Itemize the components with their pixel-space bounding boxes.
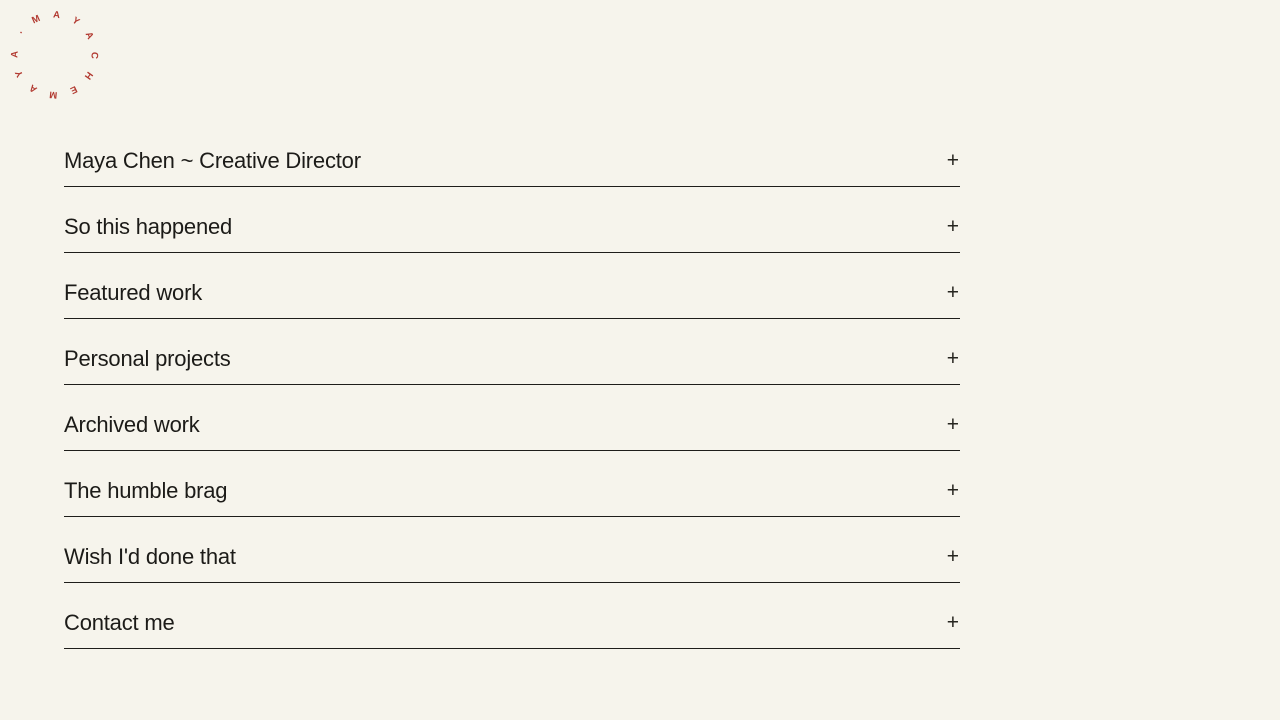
- accordion-item-wish-id-done-that[interactable]: Wish I'd done that +: [64, 517, 960, 583]
- accordion-menu: Maya Chen ~ Creative Director + So this …: [64, 121, 960, 649]
- accordion-item-so-this-happened[interactable]: So this happened +: [64, 187, 960, 253]
- accordion-item-label: Featured work: [64, 279, 203, 305]
- accordion-item-label: Contact me: [64, 609, 175, 635]
- accordion-item-label: Wish I'd done that: [64, 543, 236, 569]
- accordion-item-label: Maya Chen ~ Creative Director: [64, 147, 361, 173]
- accordion-item-label: Personal projects: [64, 345, 231, 371]
- plus-icon[interactable]: +: [946, 412, 959, 436]
- accordion-item-the-humble-brag[interactable]: The humble brag +: [64, 451, 960, 517]
- accordion-item-label: Archived work: [64, 411, 200, 437]
- accordion-item-contact-me[interactable]: Contact me +: [64, 583, 960, 649]
- plus-icon[interactable]: +: [946, 610, 959, 634]
- plus-icon[interactable]: +: [946, 214, 959, 238]
- site-logo[interactable]: · M A Y A C H E M A Y A C H E N . C O M: [0, 0, 110, 110]
- plus-icon[interactable]: +: [946, 280, 959, 304]
- circular-logo-icon: · M A Y A C H E M A Y A C H E N . C O M: [0, 0, 100, 100]
- plus-icon[interactable]: +: [946, 544, 959, 568]
- logo-ring-text: · M A Y A C H E M A Y A C H E N . C O M: [0, 0, 100, 100]
- plus-icon[interactable]: +: [946, 148, 959, 172]
- accordion-item-archived-work[interactable]: Archived work +: [64, 385, 960, 451]
- accordion-item-featured-work[interactable]: Featured work +: [64, 253, 960, 319]
- accordion-item-maya-chen-creative-director[interactable]: Maya Chen ~ Creative Director +: [64, 121, 960, 187]
- accordion-item-label: So this happened: [64, 213, 233, 239]
- accordion-item-label: The humble brag: [64, 477, 228, 503]
- plus-icon[interactable]: +: [946, 478, 959, 502]
- plus-icon[interactable]: +: [946, 346, 959, 370]
- accordion-item-personal-projects[interactable]: Personal projects +: [64, 319, 960, 385]
